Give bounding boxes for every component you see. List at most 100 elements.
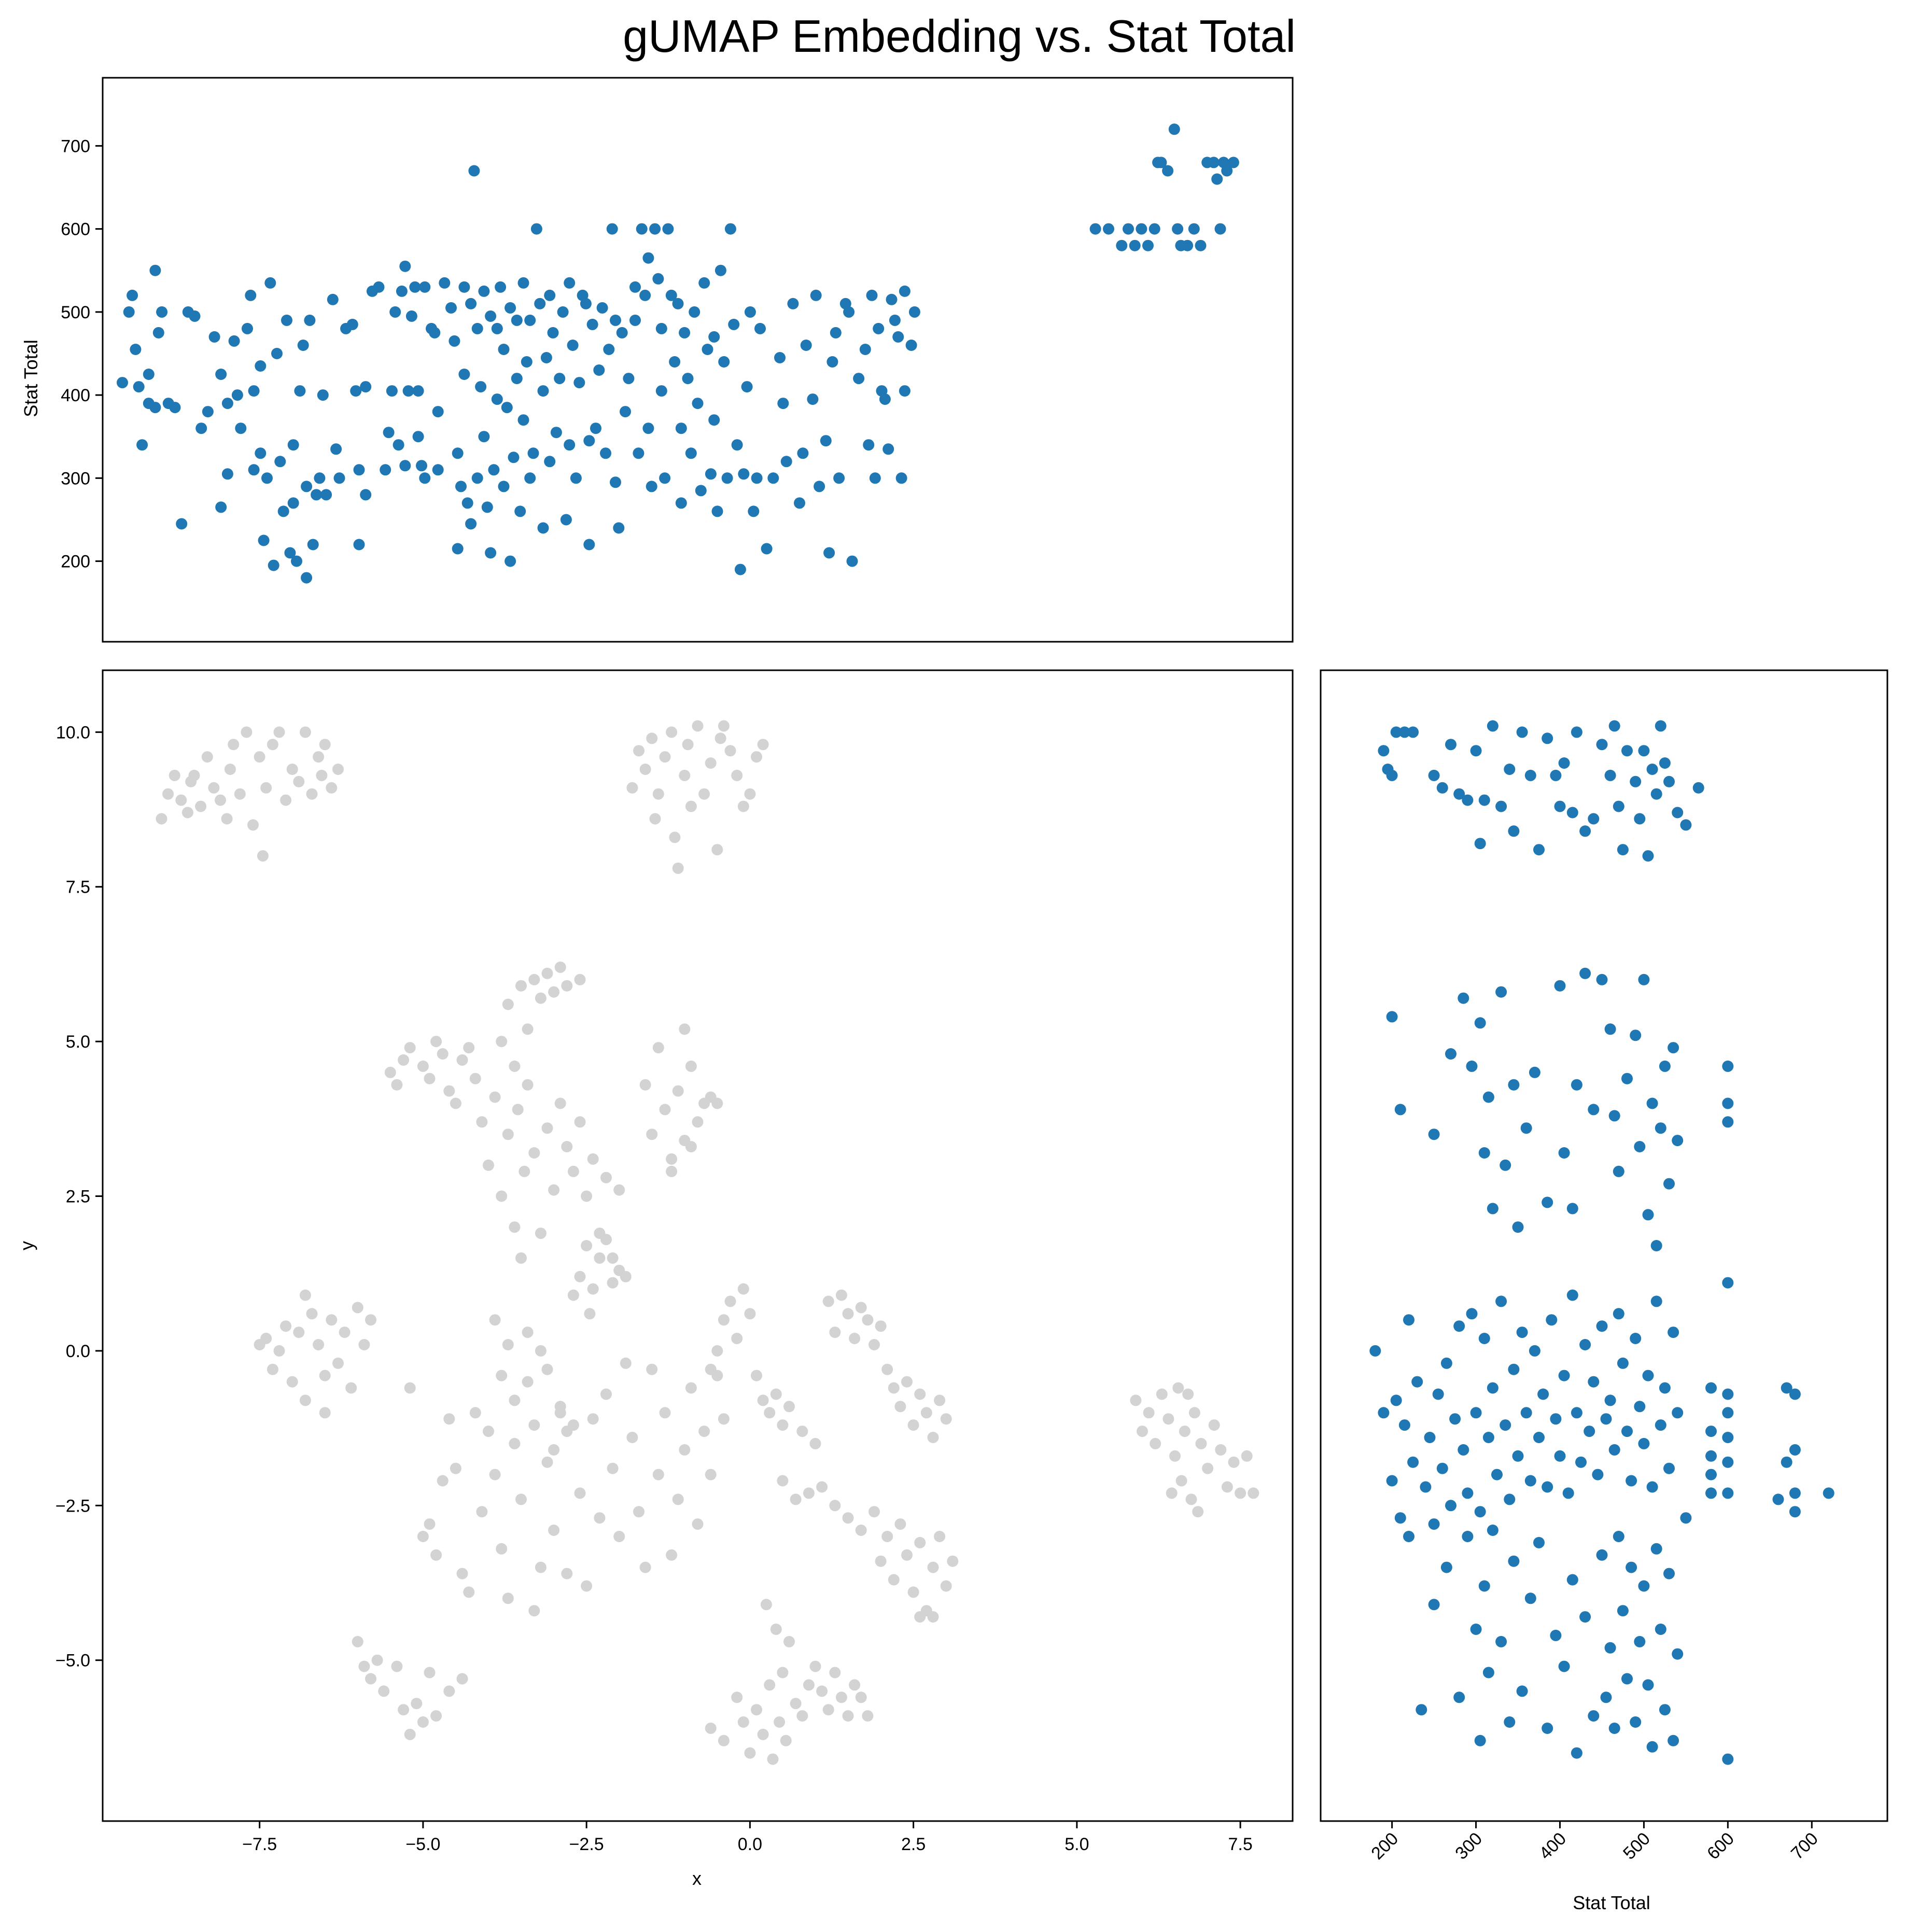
top-point [807,393,819,405]
right-point [1613,1531,1624,1542]
main-point [1185,1493,1197,1505]
main-point [293,1327,305,1338]
main-point [509,1437,521,1449]
top-point [412,431,424,443]
right-point [1646,764,1658,775]
main-point [489,1091,501,1103]
right-point [1596,1320,1608,1332]
main-point [195,800,207,812]
right-point [1369,1345,1381,1357]
right-point [1478,1333,1490,1344]
main-point [567,1289,579,1301]
top-point [787,298,799,309]
top-point [567,340,579,351]
main-point [398,1054,410,1066]
top-point [734,563,746,575]
main-point [535,1345,547,1357]
right-point [1533,844,1545,856]
right-point [1789,1487,1801,1499]
right-x-ticks: 200 300 400 500 600 700 [1367,1821,1822,1864]
main-point [672,1085,684,1097]
top-point [560,514,572,526]
main-point [469,1073,481,1084]
right-point [1470,1624,1482,1635]
top-point [409,281,421,293]
main-point [777,1419,789,1431]
top-point [481,501,493,513]
top-point [320,489,332,501]
top-point [573,377,585,389]
top-point [662,223,674,235]
right-point [1533,1432,1545,1443]
top-point [544,456,556,468]
right-point [1440,1561,1452,1573]
main-point [803,1487,815,1499]
main-point [313,1339,325,1350]
right-point [1453,1691,1465,1703]
main-point [221,813,233,825]
top-point [176,518,188,530]
main-point [783,1635,795,1647]
main-point [519,1165,530,1177]
main-point [659,1104,671,1116]
right-point [1634,813,1646,825]
top-point [235,422,247,434]
right-point [1772,1493,1784,1505]
main-point [849,1679,861,1691]
right-point [1554,800,1566,812]
top-point [702,344,713,355]
top-point [606,223,618,235]
main-point [744,1747,756,1759]
top-point [353,464,365,476]
top-point [751,472,763,484]
right-axes-frame [1320,669,1888,1822]
right-point [1604,769,1616,781]
main-point [652,1469,664,1480]
right-point [1722,1060,1734,1072]
right-point [1394,1512,1406,1524]
right-x-tick-label: 200 [1367,1829,1402,1864]
top-point [570,472,582,484]
main-y-tick-label: 7.5 [66,878,90,897]
right-point [1634,1401,1646,1413]
right-point [1524,1592,1536,1604]
main-point [541,1363,553,1375]
top-point [1162,165,1174,177]
right-point [1542,1196,1553,1208]
main-point [260,782,272,794]
main-y-tick-label: 5.0 [66,1032,90,1052]
right-point [1663,1568,1675,1580]
main-point [927,1561,939,1573]
main-point [829,1500,841,1512]
top-point [800,340,812,351]
top-point [705,468,717,480]
top-y-tick-label: 700 [61,136,90,156]
top-point [402,385,414,397]
right-point [1474,1017,1486,1029]
top-point [1148,223,1160,235]
main-point [822,1704,834,1716]
top-point [396,285,408,297]
top-point [445,302,457,314]
main-point [169,769,180,781]
main-point [417,1531,429,1542]
main-point [666,1549,678,1561]
top-point [853,373,865,385]
top-point [633,447,645,459]
main-point [535,992,547,1004]
right-point [1579,825,1591,837]
main-point [411,1698,423,1710]
right-point [1621,1073,1633,1084]
main-point [692,720,704,732]
top-point [221,398,233,410]
right-point [1634,1141,1646,1152]
main-point [803,1679,815,1691]
main-point [633,1506,645,1518]
top-point [475,381,487,393]
main-point [914,1388,926,1400]
main-point [1188,1407,1200,1419]
main-point [548,1525,560,1536]
right-point [1533,1536,1545,1548]
top-point [287,439,299,451]
main-point [358,1339,370,1350]
